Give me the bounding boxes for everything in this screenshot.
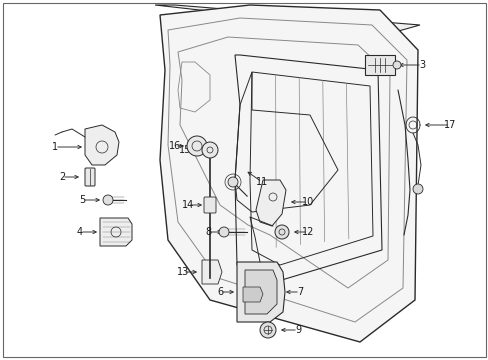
Circle shape bbox=[219, 227, 228, 237]
Polygon shape bbox=[244, 270, 276, 314]
Text: 6: 6 bbox=[217, 287, 223, 297]
Text: 16: 16 bbox=[168, 141, 181, 151]
Text: 7: 7 bbox=[296, 287, 303, 297]
Circle shape bbox=[260, 322, 275, 338]
Polygon shape bbox=[155, 5, 419, 32]
Circle shape bbox=[392, 61, 400, 69]
Polygon shape bbox=[85, 125, 119, 165]
Text: 15: 15 bbox=[179, 145, 191, 155]
Text: 8: 8 bbox=[204, 227, 211, 237]
Text: 14: 14 bbox=[182, 200, 194, 210]
Polygon shape bbox=[237, 262, 285, 322]
Circle shape bbox=[274, 225, 288, 239]
Text: 2: 2 bbox=[59, 172, 65, 182]
Polygon shape bbox=[243, 287, 263, 302]
Circle shape bbox=[412, 184, 422, 194]
Text: 9: 9 bbox=[294, 325, 301, 335]
FancyBboxPatch shape bbox=[85, 168, 95, 186]
Text: 17: 17 bbox=[443, 120, 455, 130]
Text: 1: 1 bbox=[52, 142, 58, 152]
FancyBboxPatch shape bbox=[364, 55, 394, 75]
Circle shape bbox=[103, 195, 113, 205]
Circle shape bbox=[202, 142, 218, 158]
Text: 12: 12 bbox=[301, 227, 314, 237]
Text: 11: 11 bbox=[255, 177, 267, 187]
Circle shape bbox=[227, 177, 238, 187]
FancyBboxPatch shape bbox=[203, 197, 216, 213]
Polygon shape bbox=[256, 180, 285, 226]
Polygon shape bbox=[160, 5, 417, 342]
Text: 4: 4 bbox=[77, 227, 83, 237]
Text: 3: 3 bbox=[418, 60, 424, 70]
Text: 5: 5 bbox=[79, 195, 85, 205]
Polygon shape bbox=[202, 260, 222, 284]
Polygon shape bbox=[100, 218, 132, 246]
Text: 13: 13 bbox=[177, 267, 189, 277]
Text: 10: 10 bbox=[301, 197, 313, 207]
Circle shape bbox=[186, 136, 206, 156]
